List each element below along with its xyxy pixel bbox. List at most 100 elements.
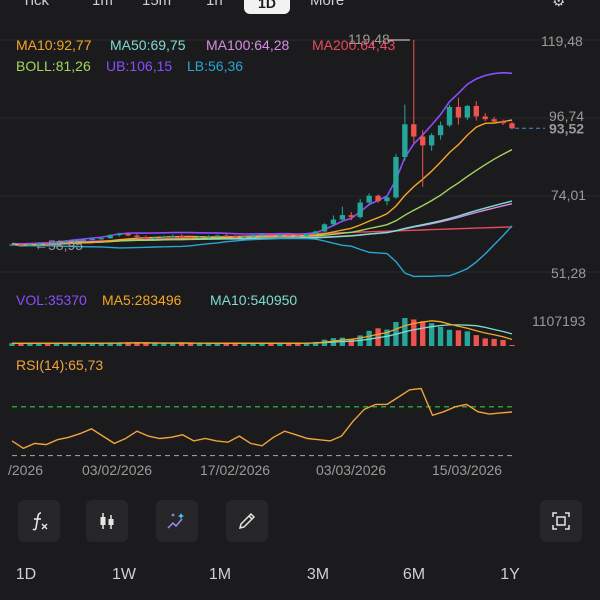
range-1m[interactable]: 1M — [208, 566, 232, 583]
candle-body-54 — [491, 119, 497, 122]
volume-bar-11 — [107, 342, 113, 346]
range-1w[interactable]: 1W — [112, 566, 136, 583]
volume-bar-30 — [277, 343, 283, 346]
volume-bar-5 — [53, 343, 60, 346]
volume-bar-47 — [428, 323, 435, 346]
price-tick-3: 74,01 — [551, 187, 586, 203]
volume-bar-27 — [250, 342, 256, 346]
candlestick-icon[interactable] — [86, 500, 128, 542]
candle-body-44 — [402, 124, 408, 157]
candle-body-31 — [286, 234, 292, 236]
tab-clipped-1[interactable]: Tick — [22, 0, 49, 9]
range-1d[interactable]: 1D — [15, 566, 37, 583]
candle-body-47 — [428, 135, 435, 146]
screenshot-icon[interactable] — [540, 500, 582, 542]
volume-ma10-line — [11, 324, 513, 345]
volume-bar-24 — [223, 343, 229, 346]
volume-bar-2 — [27, 342, 33, 346]
tab-clipped-3[interactable]: 15m — [142, 0, 172, 9]
tab-clipped-2[interactable]: 1m — [92, 0, 113, 9]
candle-body-1 — [18, 244, 24, 246]
settings-gear-icon[interactable]: ⚙ — [552, 0, 566, 10]
rsi-line — [11, 387, 513, 450]
candle-body-15 — [143, 236, 149, 239]
volume-bar-51 — [464, 331, 471, 346]
candle-body-34 — [312, 231, 319, 234]
candle-body-45 — [411, 124, 417, 137]
candle-body-35 — [321, 224, 328, 232]
candle-body-10 — [98, 238, 104, 240]
tab-clipped-4[interactable]: 1h — [206, 0, 223, 9]
range-selector: 1D 1W 1M 3M 6M 1Y — [0, 566, 600, 592]
volume-bar-33 — [303, 342, 310, 346]
price-tick-1: 119,48 — [541, 33, 583, 49]
candle-body-24 — [223, 235, 229, 237]
volume-bar-48 — [437, 326, 444, 346]
volume-bar-15 — [143, 343, 149, 346]
candle-body-6 — [62, 241, 69, 243]
pencil-icon[interactable] — [226, 500, 268, 542]
candle-body-9 — [89, 238, 96, 241]
range-3m[interactable]: 3M — [306, 566, 330, 583]
date-label-2: 03/02/2026 — [82, 462, 152, 478]
candle-body-41 — [375, 195, 381, 202]
volume-bar-17 — [161, 342, 167, 346]
candle-body-5 — [53, 242, 60, 245]
legend-vol-ma5: MA5:283496 — [102, 292, 182, 308]
candle-body-50 — [455, 106, 462, 118]
date-label-5: 15/03/2026 — [432, 462, 502, 478]
volume-bar-40 — [366, 330, 372, 346]
candles-group — [9, 40, 515, 247]
legend-rsi: RSI(14):65,73 — [16, 357, 103, 373]
function-icon[interactable] — [18, 500, 60, 542]
volume-bar-46 — [420, 321, 426, 346]
legend-ma200: MA200:64,43 — [312, 37, 395, 53]
volume-bar-54 — [491, 338, 497, 346]
tab-clipped-5[interactable]: More — [310, 0, 345, 9]
date-label-4: 03/03/2026 — [316, 462, 386, 478]
volume-bar-9 — [89, 343, 96, 346]
stock-chart[interactable]: MA10:92,77 MA50:69,75 MA100:64,28 MA200:… — [0, 0, 600, 500]
volume-bar-3 — [36, 343, 42, 346]
candle-body-8 — [80, 239, 87, 241]
candle-body-18 — [170, 235, 176, 238]
volume-bar-10 — [98, 342, 104, 346]
candle-body-7 — [71, 240, 78, 242]
timeframe-tab-bar: Tick 1m 15m 1h 1D More ⚙ — [0, 0, 600, 14]
low-annotation-value: 58,95 — [48, 237, 83, 253]
candle-body-40 — [366, 195, 372, 203]
volume-bar-14 — [134, 343, 140, 346]
candle-body-39 — [357, 202, 363, 218]
volume-bar-25 — [232, 343, 238, 346]
candle-body-3 — [36, 243, 42, 245]
candle-body-23 — [214, 235, 221, 237]
range-1y[interactable]: 1Y — [500, 566, 520, 583]
magic-chart-icon[interactable] — [156, 500, 198, 542]
tab-1d-active[interactable]: 1D — [244, 0, 290, 14]
candle-body-30 — [277, 234, 283, 236]
volume-bar-0 — [9, 343, 15, 346]
high-annotation: 119,48 — [348, 31, 390, 47]
volume-bar-4 — [45, 343, 51, 346]
candle-body-4 — [45, 243, 51, 245]
legend-ma10: MA10:92,77 — [16, 37, 92, 53]
legend-ma50: MA50:69,75 — [110, 37, 186, 53]
volume-bar-42 — [384, 329, 390, 346]
candle-body-32 — [295, 235, 301, 237]
candle-body-42 — [384, 197, 390, 202]
chart-grid — [0, 39, 600, 273]
candle-body-55 — [500, 121, 506, 124]
volume-bar-22 — [205, 343, 212, 346]
candle-body-43 — [393, 156, 399, 198]
price-tick-4: 51,28 — [551, 265, 586, 281]
candle-body-20 — [187, 237, 194, 239]
volume-bar-29 — [268, 343, 274, 346]
volume-tick: 1107193 — [532, 313, 586, 329]
volume-bar-8 — [80, 343, 87, 346]
volume-bar-53 — [482, 338, 488, 346]
ma10-line — [11, 119, 513, 246]
indicator-lines — [11, 71, 513, 278]
candle-body-21 — [196, 236, 203, 239]
volume-bar-52 — [473, 335, 479, 346]
range-6m[interactable]: 6M — [402, 566, 426, 583]
